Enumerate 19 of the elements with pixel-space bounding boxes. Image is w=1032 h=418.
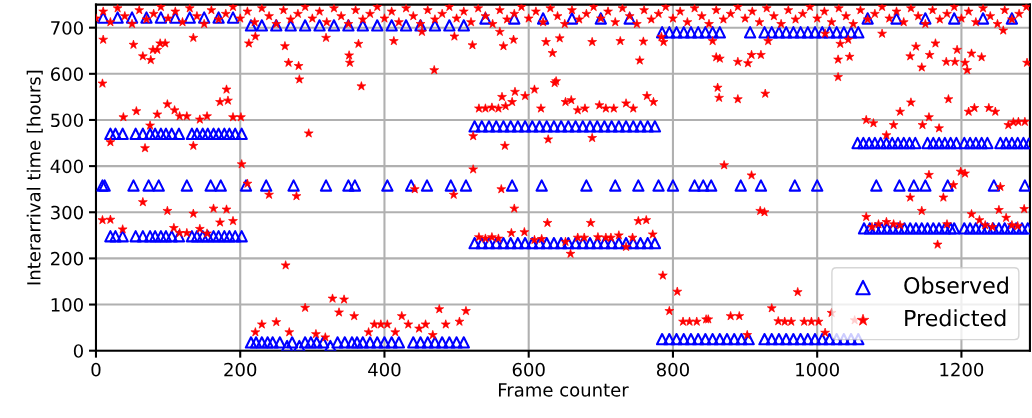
x-tick-label: 600 (512, 362, 545, 377)
y-tick-label: 400 (50, 159, 83, 174)
x-tick-label: 200 (224, 362, 257, 377)
x-tick-label: 800 (656, 362, 689, 377)
legend-label: Predicted (905, 309, 1006, 327)
legend-label: Observed (904, 276, 1008, 294)
y-tick-label: 100 (51, 298, 83, 312)
y-tick-label: 200 (51, 251, 83, 266)
x-tick-label: 1000 (796, 362, 839, 377)
x-axis-title: Frame counter (498, 383, 629, 397)
y-tick-label: 500 (51, 113, 83, 128)
y-tick-label: 0 (73, 344, 83, 358)
x-tick-label: 400 (368, 362, 401, 377)
y-tick-label: 600 (50, 67, 83, 81)
y-tick-label: 300 (51, 205, 83, 220)
x-tick-label: 1200 (940, 362, 984, 377)
y-axis-title: Interarrival time [hours] (26, 70, 43, 285)
y-tick-label: 700 (51, 21, 83, 35)
x-tick-label: 0 (91, 362, 101, 377)
